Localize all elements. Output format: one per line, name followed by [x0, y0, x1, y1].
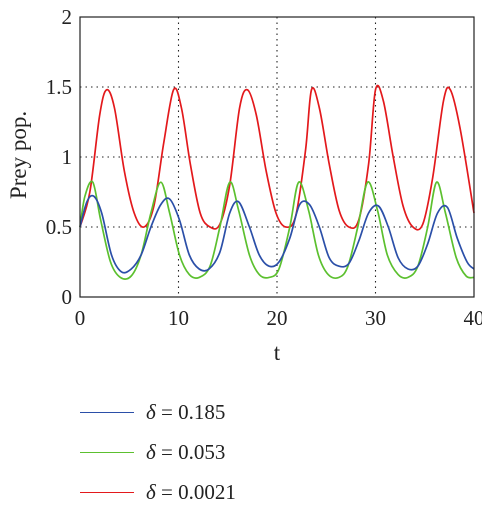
y-tick-label: 1.5 [46, 75, 72, 99]
x-tick-labels: 0 10 20 30 40 [75, 306, 482, 330]
legend: δ = 0.185 δ = 0.053 δ = 0.0021 [80, 392, 236, 512]
y-tick-label: 0 [62, 285, 73, 309]
x-tick-label: 30 [365, 306, 386, 330]
x-tick-label: 10 [168, 306, 189, 330]
legend-swatch [80, 452, 134, 453]
legend-swatch [80, 492, 134, 493]
series-line-delta-00021 [80, 85, 474, 229]
grid-lines [80, 17, 474, 297]
prey-population-chart: 0 10 20 30 40 0 0.5 1 1.5 2 t Prey pop. [0, 0, 482, 390]
legend-label: δ = 0.185 [146, 400, 225, 425]
legend-label: δ = 0.0021 [146, 480, 236, 505]
x-tick-label: 40 [464, 306, 482, 330]
legend-label: δ = 0.053 [146, 440, 225, 465]
x-axis-label: t [274, 340, 281, 365]
y-tick-label: 1 [62, 145, 73, 169]
y-tick-label: 2 [62, 5, 73, 29]
x-tick-label: 20 [267, 306, 288, 330]
y-tick-labels: 0 0.5 1 1.5 2 [46, 5, 72, 309]
y-axis-label: Prey pop. [6, 111, 31, 199]
legend-item-delta-0185: δ = 0.185 [80, 392, 236, 432]
legend-item-delta-00021: δ = 0.0021 [80, 472, 236, 512]
legend-item-delta-0053: δ = 0.053 [80, 432, 236, 472]
x-tick-label: 0 [75, 306, 86, 330]
y-tick-label: 0.5 [46, 215, 72, 239]
legend-swatch [80, 412, 134, 413]
